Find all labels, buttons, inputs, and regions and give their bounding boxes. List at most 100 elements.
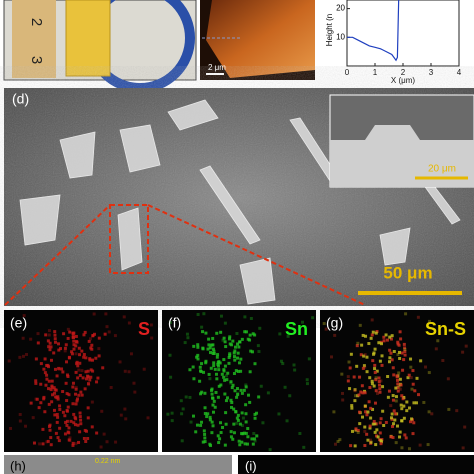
x-tick-label: 1 [373, 68, 378, 77]
map-pixel [77, 368, 81, 372]
map-pixel [365, 413, 369, 417]
map-pixel [396, 389, 400, 393]
map-pixel [365, 370, 369, 374]
map-pixel [45, 440, 49, 444]
map-pixel [236, 342, 240, 346]
map-pixel [396, 382, 400, 386]
map-pixel [211, 410, 215, 414]
map-pixel [402, 342, 406, 346]
map-pixel [80, 369, 84, 373]
map-pixel [364, 334, 368, 338]
map-pixel [365, 355, 369, 359]
map-pixel [66, 327, 70, 331]
map-pixel [370, 382, 374, 386]
map-pixel [88, 378, 92, 382]
map-pixel [188, 395, 192, 399]
map-pixel [74, 387, 78, 391]
map-pixel [127, 370, 131, 374]
map-pixel [372, 419, 376, 423]
map-pixel [212, 349, 216, 353]
map-pixel [55, 420, 59, 424]
map-pixel [398, 435, 402, 439]
map-pixel [363, 425, 367, 429]
map-pixel [58, 404, 62, 408]
map-pixel [208, 415, 212, 419]
map-pixel [53, 333, 57, 337]
map-pixel [90, 400, 94, 404]
map-pixel [382, 423, 386, 427]
map-pixel [71, 331, 75, 335]
map-pixel [235, 387, 239, 391]
map-pixel [392, 409, 396, 413]
ruler [12, 0, 56, 78]
flake [59, 131, 96, 179]
map-pixel [246, 435, 250, 439]
map-pixel [89, 375, 93, 379]
map-pixel [92, 312, 96, 316]
map-pixel [427, 371, 431, 375]
map-pixel [360, 384, 364, 388]
map-pixel [373, 347, 377, 351]
map-pixel [202, 429, 206, 433]
map-pixel [292, 363, 296, 367]
map-pixel [389, 337, 393, 341]
map-pixel [89, 346, 93, 350]
map-pixel [201, 440, 205, 444]
map-pixel [209, 351, 213, 355]
map-pixel [90, 358, 94, 362]
map-pixel [394, 412, 398, 416]
map-pixel [409, 365, 413, 369]
map-pixel [216, 395, 220, 399]
map-pixel [46, 339, 50, 343]
map-pixel [411, 369, 415, 373]
map-pixel [208, 442, 212, 446]
map-pixel [395, 424, 399, 428]
map-pixel [86, 437, 90, 441]
map-pixel [402, 404, 406, 408]
map-pixel [234, 369, 238, 373]
eds-map: (f) Sn [162, 310, 316, 452]
map-pixel [54, 388, 58, 392]
map-pixel [55, 396, 59, 400]
map-pixel [358, 375, 362, 379]
map-pixel [236, 393, 240, 397]
map-pixel [103, 332, 107, 336]
map-pixel [77, 440, 81, 444]
map-pixel [113, 334, 117, 338]
map-pixel [228, 337, 232, 341]
map-pixel [31, 416, 35, 420]
map-pixel [378, 431, 382, 435]
map-pixel [67, 438, 71, 442]
map-pixel [220, 372, 224, 376]
map-pixel [166, 412, 170, 416]
map-pixel [78, 353, 82, 357]
map-pixel [377, 380, 381, 384]
map-pixel [67, 426, 71, 430]
map-pixel [76, 376, 80, 380]
map-pixel [186, 336, 190, 340]
map-pixel [378, 387, 382, 391]
map-pixel [104, 312, 108, 316]
map-pixel [240, 424, 244, 428]
map-pixel [82, 353, 86, 357]
map-pixel [180, 412, 184, 416]
map-pixel [356, 341, 360, 345]
map-pixel [378, 383, 382, 387]
flake [239, 257, 276, 305]
map-pixel [375, 392, 379, 396]
map-pixel [54, 431, 58, 435]
map-pixel [381, 409, 385, 413]
map-pixel [366, 410, 370, 414]
map-pixel [46, 387, 50, 391]
map-pixel [229, 435, 233, 439]
map-pixel [195, 423, 199, 427]
map-pixel [236, 413, 240, 417]
map-pixel [370, 318, 374, 322]
map-pixel [388, 348, 392, 352]
map-pixel [281, 362, 285, 366]
map-pixel [409, 357, 413, 361]
map-pixel [84, 439, 88, 443]
map-pixel [205, 415, 209, 419]
map-pixel [63, 349, 67, 353]
